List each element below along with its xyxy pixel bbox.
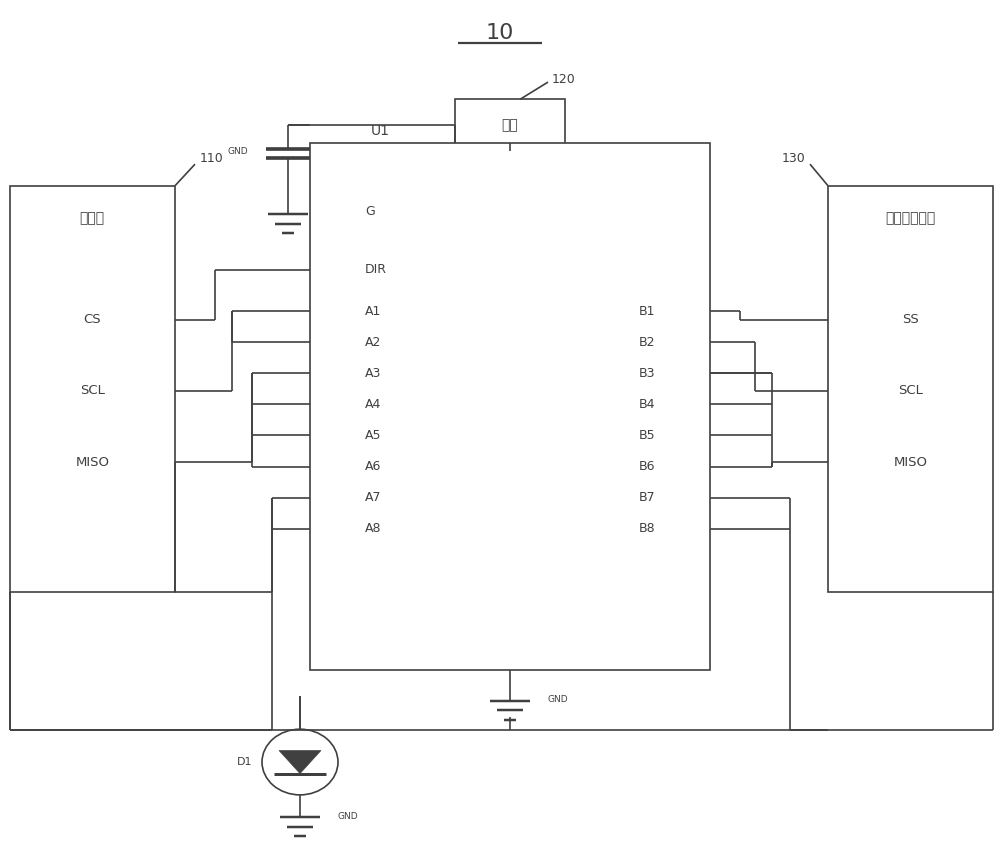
Text: GND: GND xyxy=(338,812,359,821)
Text: DIR: DIR xyxy=(365,263,387,276)
Text: 110: 110 xyxy=(200,152,224,166)
Text: GND: GND xyxy=(548,696,569,704)
Text: 电源: 电源 xyxy=(502,118,518,132)
Text: SCL: SCL xyxy=(80,384,105,397)
Text: 10: 10 xyxy=(486,22,514,43)
Text: B1: B1 xyxy=(638,304,655,318)
Text: B6: B6 xyxy=(638,460,655,473)
Text: G: G xyxy=(365,205,375,219)
Text: 单片机: 单片机 xyxy=(79,212,105,226)
Text: A6: A6 xyxy=(365,460,381,473)
Bar xyxy=(10,186,175,592)
Bar xyxy=(310,143,710,670)
Text: SCL: SCL xyxy=(898,384,923,397)
Text: B5: B5 xyxy=(638,429,655,442)
Text: GND: GND xyxy=(227,147,248,156)
Text: 120: 120 xyxy=(552,73,576,86)
Text: CS: CS xyxy=(84,313,101,327)
Text: A7: A7 xyxy=(365,491,382,505)
Text: A4: A4 xyxy=(365,397,381,411)
Text: D1: D1 xyxy=(237,757,252,767)
Text: 130: 130 xyxy=(781,152,805,166)
Bar xyxy=(455,99,565,151)
Text: B8: B8 xyxy=(638,522,655,536)
Text: U1: U1 xyxy=(370,124,390,138)
Text: SS: SS xyxy=(902,313,919,327)
Polygon shape xyxy=(279,751,321,773)
Text: B7: B7 xyxy=(638,491,655,505)
Text: 电子罗盘模块: 电子罗盘模块 xyxy=(885,212,935,226)
Text: A8: A8 xyxy=(365,522,382,536)
Text: A1: A1 xyxy=(365,304,381,318)
Text: A3: A3 xyxy=(365,366,381,380)
Text: B3: B3 xyxy=(638,366,655,380)
Text: B2: B2 xyxy=(638,335,655,349)
Text: A2: A2 xyxy=(365,335,381,349)
Text: B4: B4 xyxy=(638,397,655,411)
Text: MISO: MISO xyxy=(76,455,110,469)
Text: A5: A5 xyxy=(365,429,382,442)
Bar xyxy=(828,186,993,592)
Text: MISO: MISO xyxy=(894,455,928,469)
